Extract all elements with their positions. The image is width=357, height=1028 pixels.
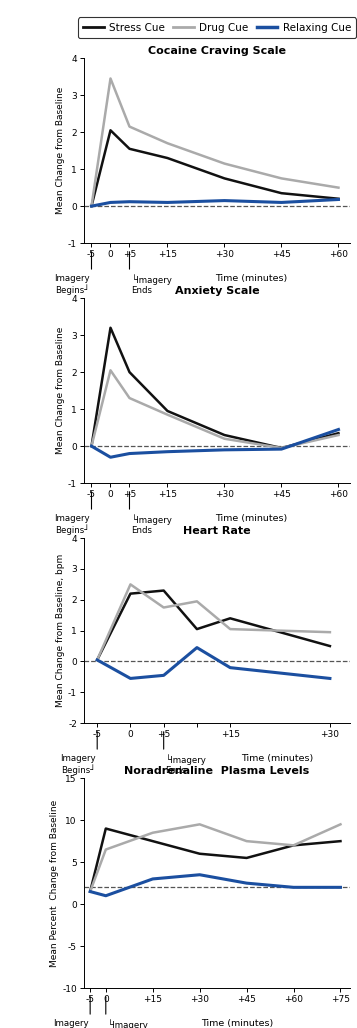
Text: Imagery
Begins┘: Imagery Begins┘: [60, 754, 95, 775]
Y-axis label: Mean Change from Baseline: Mean Change from Baseline: [56, 327, 65, 454]
Text: Imagery
Begins┘: Imagery Begins┘: [54, 274, 90, 295]
Y-axis label: Mean Change from Baseline, bpm: Mean Change from Baseline, bpm: [56, 554, 65, 707]
Text: Time (minutes): Time (minutes): [201, 1019, 273, 1028]
Text: └Imagery
Ends: └Imagery Ends: [131, 514, 172, 536]
Text: Imagery
Begins┘: Imagery Begins┘: [54, 514, 90, 536]
Text: └Imagery
Ends: └Imagery Ends: [131, 274, 172, 295]
Text: Time (minutes): Time (minutes): [215, 274, 287, 283]
Y-axis label: Mean Percent  Change from Baseline: Mean Percent Change from Baseline: [50, 800, 59, 966]
Y-axis label: Mean Change from Baseline: Mean Change from Baseline: [56, 87, 65, 214]
Title: Cocaine Craving Scale: Cocaine Craving Scale: [148, 46, 286, 56]
Title: Noradrenaline  Plasma Levels: Noradrenaline Plasma Levels: [124, 766, 310, 776]
Title: Heart Rate: Heart Rate: [183, 526, 251, 536]
Text: Time (minutes): Time (minutes): [241, 754, 313, 763]
Text: └Imagery
Ends: └Imagery Ends: [107, 1019, 149, 1028]
Text: Imagery
Begins┘: Imagery Begins┘: [53, 1019, 89, 1028]
Title: Anxiety Scale: Anxiety Scale: [175, 286, 259, 296]
Text: Time (minutes): Time (minutes): [215, 514, 287, 523]
Text: └Imagery
Ends: └Imagery Ends: [166, 754, 206, 775]
Legend: Stress Cue, Drug Cue, Relaxing Cue: Stress Cue, Drug Cue, Relaxing Cue: [77, 17, 356, 38]
